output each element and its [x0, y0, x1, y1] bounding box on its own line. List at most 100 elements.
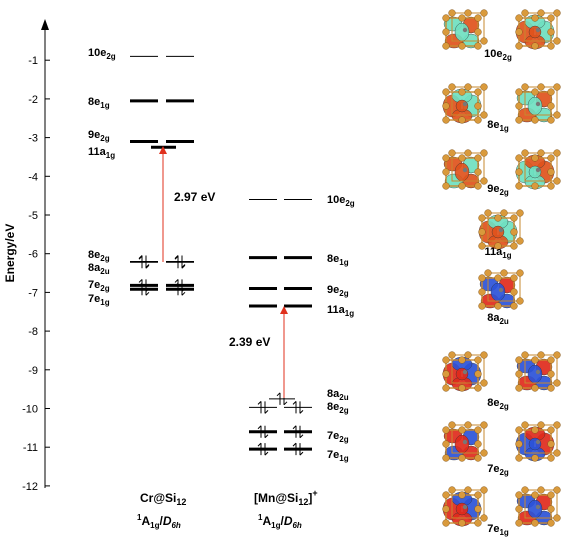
- orbital-row: 7e2g: [442, 421, 561, 477]
- si-atom: [516, 209, 524, 217]
- si-atom: [553, 9, 561, 17]
- orbital-lobe: [454, 162, 470, 182]
- mn-gap: 2.39 eV: [229, 306, 288, 398]
- orbital-row: 10e2g: [442, 9, 561, 62]
- spin-up-icon: [292, 442, 297, 456]
- metal-atom: [462, 439, 468, 445]
- si-atom: [442, 454, 450, 462]
- orbital-lobe: [528, 437, 542, 451]
- mn-state-sup: 1: [258, 513, 263, 522]
- si-atom: [478, 274, 486, 282]
- si-atom: [464, 9, 472, 17]
- si-atom: [448, 421, 456, 429]
- si-atom: [478, 228, 486, 236]
- metal-atom: [498, 287, 504, 293]
- cr-gap-label: 2.97 eV: [174, 190, 215, 204]
- orbital-caption: 8a2u: [487, 312, 509, 326]
- si-atom: [448, 486, 456, 494]
- si-atom: [458, 384, 466, 392]
- si-atom: [474, 426, 482, 434]
- si-atom: [478, 214, 486, 222]
- orbital-lobe: [455, 99, 469, 113]
- cr-state-sub: 1g: [150, 521, 159, 530]
- si-atom: [510, 302, 518, 310]
- si-atom: [515, 426, 523, 434]
- si-atom: [553, 83, 561, 91]
- spin-up-icon: [257, 442, 262, 456]
- si-atom: [510, 228, 518, 236]
- si-atom: [442, 14, 450, 22]
- orbital-lobe: [455, 502, 469, 516]
- si-atom: [480, 111, 488, 119]
- si-atom: [458, 116, 466, 124]
- si-atom: [547, 168, 555, 176]
- si-atom: [480, 449, 488, 457]
- si-atom: [553, 37, 561, 45]
- si-atom: [521, 149, 529, 157]
- si-atom: [458, 154, 466, 162]
- cr-sym-sub: 6h: [171, 521, 180, 530]
- mn-level-label: 7e2g: [327, 430, 349, 444]
- si-atom: [480, 421, 488, 429]
- metal-atom: [535, 439, 541, 445]
- si-atom: [480, 514, 488, 522]
- si-atom: [515, 182, 523, 190]
- si-atom: [442, 168, 450, 176]
- si-atom: [442, 356, 450, 364]
- mn-level-label: 10e2g: [327, 194, 355, 208]
- si-atom: [458, 356, 466, 364]
- si-atom: [515, 42, 523, 50]
- metal-atom: [462, 101, 468, 107]
- orbital-caption: 9e2g: [487, 183, 509, 197]
- si-atom: [531, 491, 539, 499]
- spin-up-icon: [138, 282, 143, 296]
- axis-tick-label: -11: [23, 442, 38, 454]
- si-atom: [474, 42, 482, 50]
- si-atom: [442, 370, 450, 378]
- cr-level: 7e1g: [88, 282, 194, 307]
- si-atom: [474, 356, 482, 364]
- spin-up-icon: [174, 282, 179, 296]
- si-atom: [478, 242, 486, 250]
- mn-gap-label: 2.39 eV: [229, 335, 270, 349]
- si-atom: [448, 351, 456, 359]
- cr-level-label: 9e2g: [88, 129, 110, 143]
- cr-name-sub: 12: [176, 497, 186, 507]
- si-atom: [442, 505, 450, 513]
- orbital-caption: 7e1g: [487, 523, 509, 537]
- si-atom: [510, 274, 518, 282]
- si-atom: [474, 505, 482, 513]
- spin-up-icon: [257, 400, 262, 414]
- si-atom: [521, 421, 529, 429]
- metal-atom: [535, 101, 541, 107]
- si-atom: [521, 9, 529, 17]
- si-atom: [531, 426, 539, 434]
- mn-level-label: 7e1g: [327, 449, 349, 463]
- svg-text:1A1g/D6h: 1A1g/D6h: [258, 513, 302, 530]
- axis-arrow-icon: [41, 19, 49, 30]
- mn-name-main: [Mn@Si: [254, 491, 298, 505]
- si-atom: [553, 421, 561, 429]
- axis-tick-label: -1: [28, 55, 38, 67]
- si-atom: [547, 28, 555, 36]
- si-atom: [515, 454, 523, 462]
- si-atom: [464, 421, 472, 429]
- metal-atom: [535, 504, 541, 510]
- mn-level: 9e2g: [249, 284, 349, 298]
- spin-up-icon: [174, 255, 179, 269]
- orbital-caption: 10e2g: [484, 48, 512, 62]
- si-atom: [531, 519, 539, 527]
- metal-atom: [462, 167, 468, 173]
- si-atom: [474, 154, 482, 162]
- si-atom: [458, 42, 466, 50]
- si-atom: [515, 519, 523, 527]
- spin-up-icon: [292, 400, 297, 414]
- si-atom: [474, 384, 482, 392]
- si-atom: [480, 37, 488, 45]
- si-atom: [515, 505, 523, 513]
- si-atom: [547, 491, 555, 499]
- si-atom: [547, 14, 555, 22]
- mn-level-label: 8e2g: [327, 401, 349, 415]
- si-atom: [474, 102, 482, 110]
